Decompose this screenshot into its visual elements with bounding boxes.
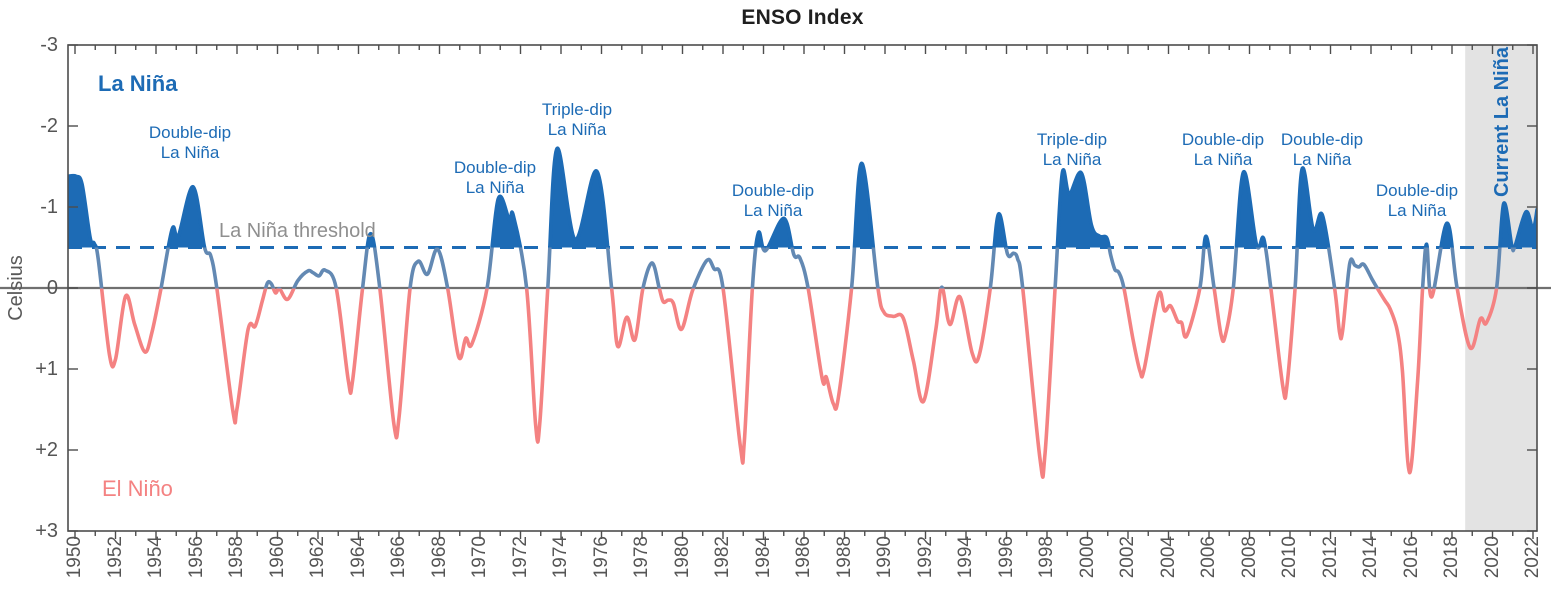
x-tick-label: 1992 (914, 536, 936, 579)
x-tick-label: 1982 (712, 536, 733, 579)
x-tick-label: 2020 (1481, 536, 1503, 579)
x-tick-label: 1990 (874, 536, 895, 579)
annotation-line: La Niña (160, 143, 220, 162)
la-nina-curve-segment (68, 146, 1537, 248)
x-tick-label: 2012 (1319, 536, 1341, 579)
x-tick-label: 1996 (995, 536, 1017, 579)
annotation-line: La Niña (1042, 150, 1102, 169)
annotation-line: Double-dip (1280, 130, 1364, 149)
x-tick-label: 2006 (1198, 536, 1219, 579)
x-tick-label: 2004 (1157, 536, 1179, 579)
x-tick-label: 2014 (1360, 536, 1381, 579)
y-tick-label: -3 (40, 34, 58, 56)
annotation-line: Double-dip (1375, 181, 1459, 200)
x-tick-label: 2002 (1117, 536, 1138, 579)
la-nina-threshold-label: La Niña threshold (219, 220, 376, 242)
x-tick-label: 2018 (1441, 536, 1462, 579)
x-tick-label: 1988 (833, 536, 855, 579)
annotation-line: La Niña (743, 201, 803, 220)
x-tick-label: 1950 (64, 536, 85, 579)
annotation-line: Triple-dip (541, 100, 613, 119)
annotation-line: La Niña (1292, 150, 1352, 169)
x-tick-label: 1972 (509, 536, 531, 579)
la-nina-event-annotation: Triple-dip La Niña (497, 100, 657, 140)
x-tick-label: 1986 (793, 536, 814, 579)
annotation-line: Double-dip (453, 158, 537, 177)
x-tick-label: 1980 (671, 536, 693, 579)
annotation-line: Triple-dip (1036, 130, 1108, 149)
annotation-line: La Niña (1387, 201, 1447, 220)
x-tick-label: 1994 (955, 536, 976, 579)
y-tick-label: 0 (46, 277, 58, 299)
x-tick-label: 1964 (347, 536, 369, 579)
el-nino-legend-label: El Niño (102, 476, 173, 501)
chart-title: ENSO Index (741, 6, 864, 29)
x-tick-label: 1970 (469, 536, 490, 579)
la-nina-event-annotation: Double-dip La Niña (1337, 181, 1497, 221)
annotation-line: La Niña (465, 178, 525, 197)
x-tick-label: 2022 (1522, 536, 1543, 579)
la-nina-fill-area (68, 148, 1537, 248)
y-tick-label: +3 (35, 520, 58, 542)
annotation-line: Double-dip (731, 181, 815, 200)
x-tick-label: 1956 (185, 536, 207, 579)
annotation-line: La Niña (547, 120, 607, 139)
x-tick-label: 1976 (590, 536, 612, 579)
x-tick-label: 1978 (631, 536, 652, 579)
x-tick-label: 1962 (307, 536, 328, 579)
x-tick-label: 2016 (1400, 536, 1422, 579)
x-tick-label: 2008 (1238, 536, 1260, 579)
x-tick-label: 2000 (1076, 536, 1098, 579)
x-tick-label: 1998 (1036, 536, 1057, 579)
x-tick-label: 1968 (428, 536, 450, 579)
x-tick-label: 2010 (1279, 536, 1300, 579)
y-tick-label: -2 (40, 115, 58, 137)
x-tick-label: 1952 (104, 536, 126, 579)
la-nina-legend-label: La Niña (98, 71, 178, 96)
x-tick-label: 1984 (752, 536, 774, 579)
la-nina-event-annotation: Double-dip La Niña (1242, 130, 1402, 170)
y-tick-label: -1 (40, 196, 58, 218)
la-nina-event-annotation: Double-dip La Niña (693, 181, 853, 221)
el-nino-curve-segment (99, 288, 1499, 479)
x-tick-label: 1958 (226, 536, 247, 579)
la-nina-event-annotation: Triple-dip La Niña (992, 130, 1152, 170)
x-tick-label: 1954 (145, 536, 166, 579)
la-nina-event-annotation: Double-dip La Niña (415, 158, 575, 198)
neutral-curve-segment (94, 247, 1517, 289)
y-tick-label: +1 (35, 358, 58, 380)
x-tick-label: 1966 (388, 536, 409, 579)
x-tick-label: 1960 (266, 536, 288, 579)
current-la-nina-label: Current La Niña (1491, 46, 1513, 198)
annotation-line: Double-dip (1181, 130, 1265, 149)
la-nina-event-annotation: Double-dip La Niña (1143, 130, 1303, 170)
x-tick-label: 1974 (550, 536, 571, 579)
la-nina-event-annotation: Double-dip La Niña (110, 123, 270, 163)
annotation-line: Double-dip (148, 123, 232, 142)
y-tick-label: +2 (35, 439, 58, 461)
annotation-line: La Niña (1193, 150, 1253, 169)
